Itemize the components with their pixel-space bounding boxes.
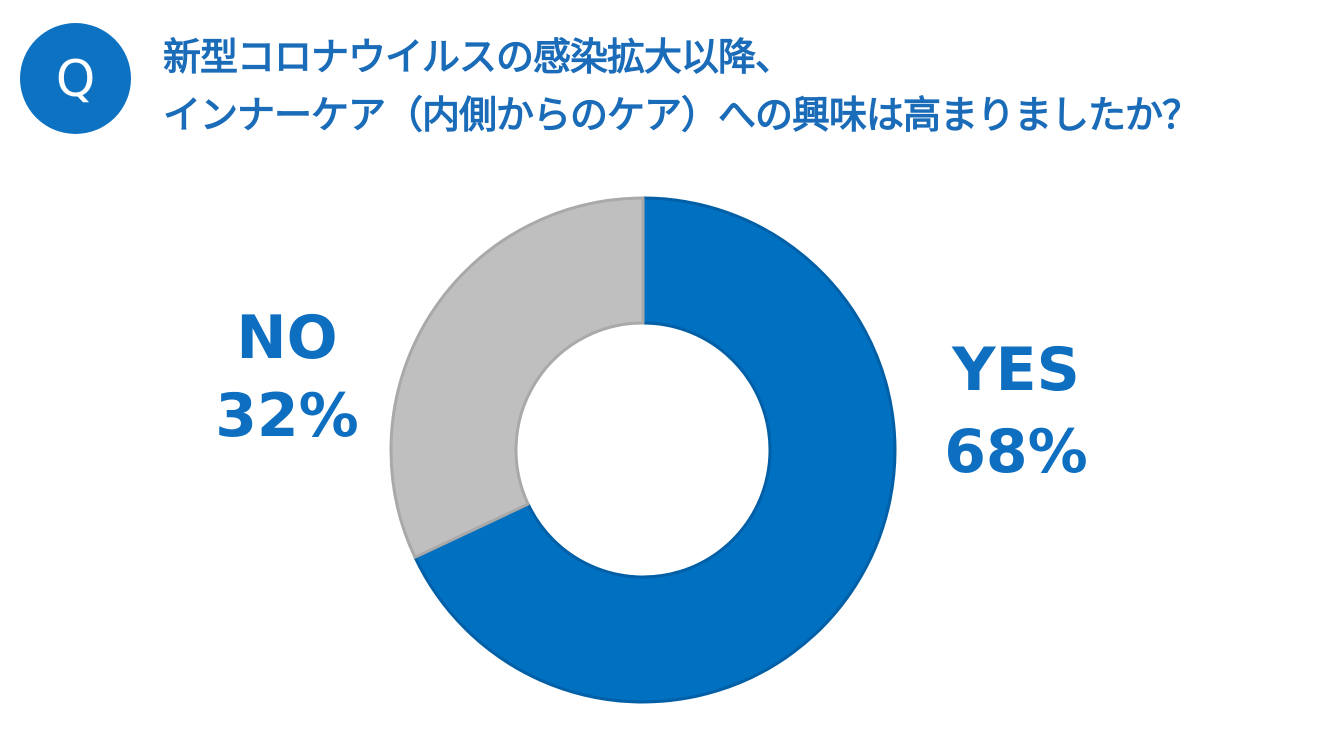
- donut-slice-no: [389, 196, 645, 559]
- question-line-2: インナーケア（内側からのケア）への興味は高まりましたか？: [163, 93, 1200, 137]
- question-title: 新型コロナウイルスの感染拡大以降、 インナーケア（内側からのケア）への興味は高ま…: [163, 28, 1333, 144]
- question-badge: Q: [20, 23, 131, 134]
- slice-label-yes: YES: [951, 335, 1080, 405]
- donut-slice-yes: [413, 196, 897, 704]
- slice-label-no: NO: [236, 303, 337, 373]
- slice-value-no: 32%: [215, 381, 359, 451]
- slice-value-yes: 68%: [944, 417, 1088, 487]
- question-line-1: 新型コロナウイルスの感染拡大以降、: [163, 35, 793, 79]
- question-badge-letter: Q: [55, 49, 96, 108]
